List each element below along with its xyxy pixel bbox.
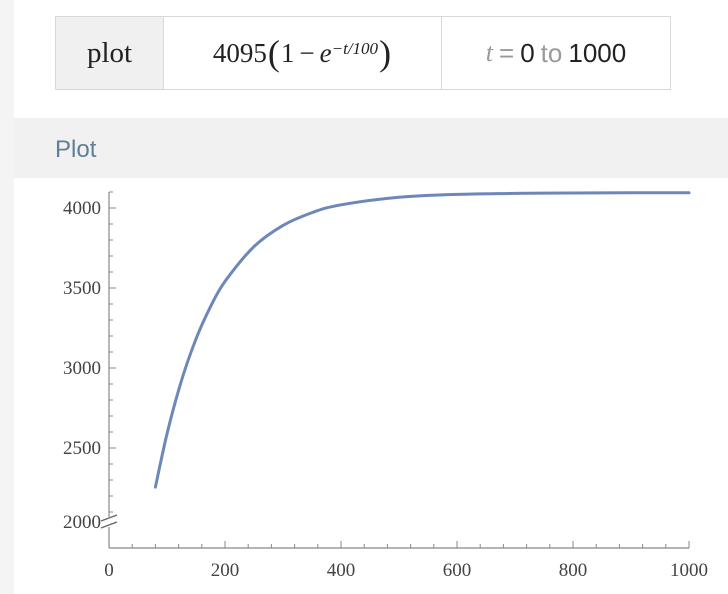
y-tick-label: 3000 bbox=[63, 358, 101, 379]
expr-minus: − bbox=[299, 37, 315, 68]
y-tick-label: 4000 bbox=[63, 198, 101, 219]
x-tick-label: 400 bbox=[327, 560, 356, 581]
x-tick-label: 600 bbox=[443, 560, 472, 581]
y-tick-label: 2000 bbox=[63, 512, 101, 533]
range-cell[interactable]: t = 0 to 1000 bbox=[442, 17, 670, 89]
plot-chart: 0 200 400 600 800 1000 2000 2500 3000 3500 4000 bbox=[63, 191, 708, 581]
range-equals: = bbox=[499, 37, 515, 68]
expression-cell[interactable]: 4095 ( 1 − e −t/100 ) bbox=[164, 17, 442, 89]
range-to-word: to bbox=[540, 37, 563, 68]
y-axis-break-mark bbox=[100, 521, 118, 529]
command-text: plot bbox=[86, 36, 133, 69]
x-tick-label: 800 bbox=[559, 560, 588, 581]
ticks bbox=[108, 191, 690, 548]
y-axis-break-mark bbox=[100, 514, 118, 522]
range-to: 1000 bbox=[568, 37, 627, 68]
y-tick-label: 2500 bbox=[63, 438, 101, 459]
open-paren: ( bbox=[267, 33, 280, 73]
range-from: 0 bbox=[520, 37, 535, 68]
query-input-row[interactable]: plot 4095 ( 1 − e −t/100 ) t = 0 to 1000 bbox=[55, 16, 671, 90]
y-tick-label: 3500 bbox=[63, 278, 101, 299]
left-margin-bar bbox=[0, 0, 14, 594]
x-tick-label: 0 bbox=[104, 560, 114, 581]
expr-exponent: −t/100 bbox=[331, 39, 379, 58]
tick-labels: 0 200 400 600 800 1000 2000 2500 3000 3500 4000 bbox=[63, 198, 708, 581]
axes bbox=[100, 192, 689, 549]
expr-base: e bbox=[319, 37, 332, 68]
expr-one: 1 bbox=[280, 37, 295, 68]
close-paren: ) bbox=[379, 33, 392, 73]
x-tick-label: 200 bbox=[211, 560, 240, 581]
series-lines bbox=[153, 191, 691, 489]
x-tick-label: 1000 bbox=[670, 560, 708, 581]
series-line bbox=[153, 191, 691, 489]
plot-pod-header: Plot bbox=[14, 118, 728, 178]
pod-title: Plot bbox=[55, 136, 97, 163]
command-cell[interactable]: plot bbox=[56, 17, 164, 89]
range-variable: t bbox=[485, 38, 494, 67]
expr-coefficient: 4095 bbox=[212, 37, 267, 68]
